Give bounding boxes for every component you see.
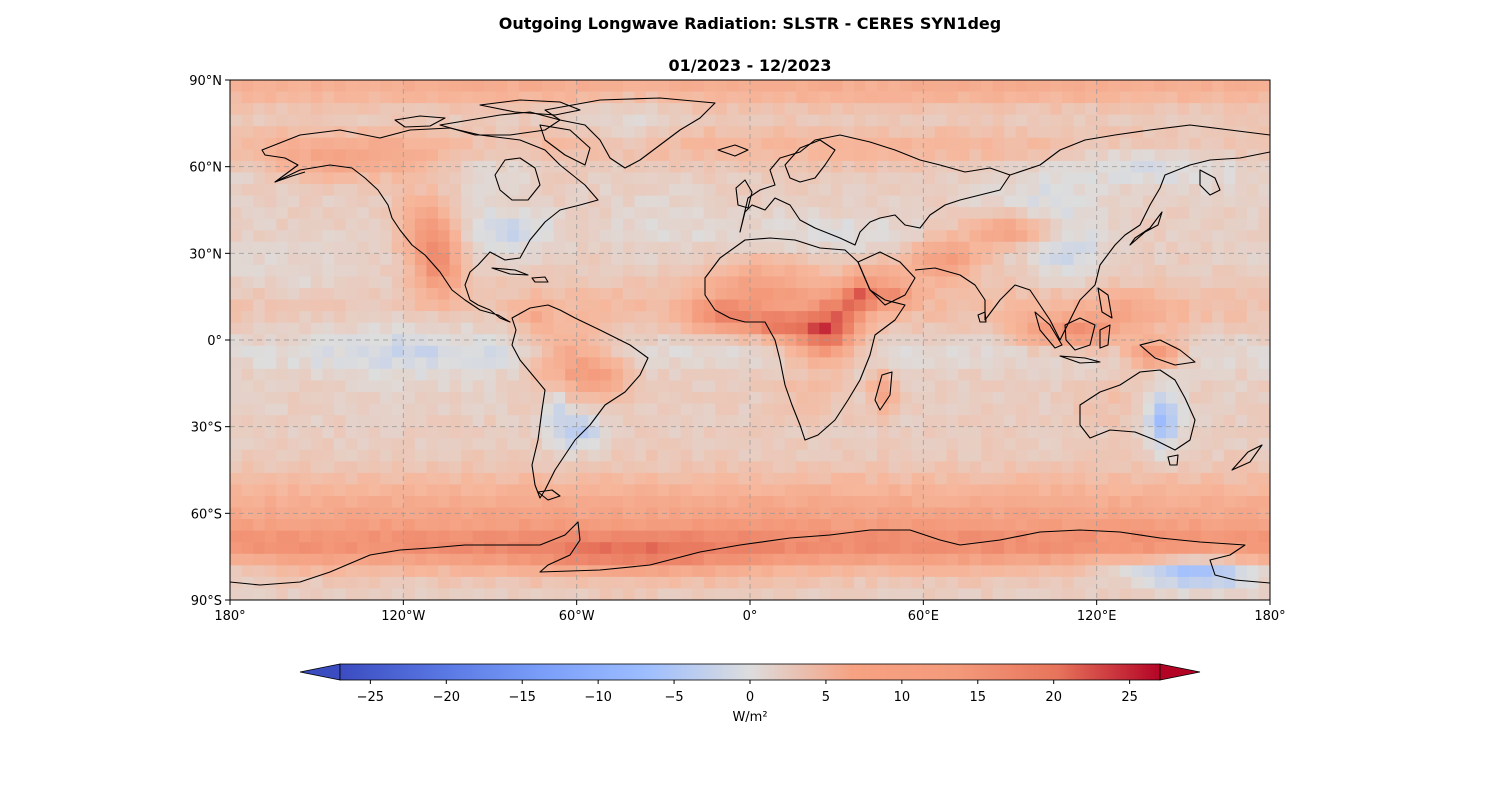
coast-greenland	[544, 97, 716, 169]
lat-tick-label: 30°N	[189, 247, 222, 262]
lat-tick-label: 30°S	[191, 421, 222, 436]
colorbar: −25 −20 −15 −10 −5 0 5 10 15 20 25 W/m²	[299, 663, 1201, 725]
colorbar-tick-label: −5	[664, 690, 683, 705]
coast-north-america	[261, 127, 599, 323]
colorbar-tick-label: 20	[1045, 690, 1062, 705]
gridlines	[230, 80, 1270, 600]
lon-tick-label: 0°	[743, 609, 758, 624]
coast-new-zealand	[1231, 444, 1263, 471]
coast-java	[1059, 355, 1101, 364]
coast-britain	[735, 179, 753, 209]
coast-sumatra	[1034, 311, 1063, 349]
colorbar-extend-high	[1159, 663, 1201, 681]
coast-south-america	[511, 304, 649, 499]
coast-scandinavia	[784, 139, 836, 183]
coast-asia-north	[1009, 124, 1270, 176]
coast-africa	[704, 237, 906, 441]
coast-arabia	[857, 251, 916, 306]
lon-tick-label: 180°	[214, 609, 245, 624]
coast-hispaniola	[531, 276, 549, 283]
lat-tick-label: 0°	[207, 334, 222, 349]
lat-tick-label: 90°S	[191, 594, 222, 609]
colorbar-tick-label: 5	[822, 690, 830, 705]
coast-new-guinea	[1139, 339, 1196, 366]
coast-tasmania	[1167, 454, 1179, 466]
lat-tick-label: 60°S	[191, 507, 222, 522]
coast-sulawesi	[1099, 324, 1111, 349]
colorbar-tick-label: 10	[894, 690, 911, 705]
lon-tick-label: 120°E	[1077, 609, 1117, 624]
colorbar-tick-label: −20	[433, 690, 460, 705]
colorbar-tick-label: −15	[509, 690, 536, 705]
coast-cuba	[491, 267, 529, 276]
colorbar-label: W/m²	[732, 710, 767, 725]
axis-ticks: 180° 120°W 60°W 0° 60°E 120°E 180° 90°N 60°N 30°N…	[189, 74, 1285, 624]
coast-alaska-peninsula	[274, 171, 306, 183]
heatmap-field	[230, 80, 1270, 600]
colorbar-ticks: −25 −20 −15 −10 −5 0 5 10 15 20 25	[357, 680, 1138, 705]
chart-title: Outgoing Longwave Radiation: SLSTR - CER…	[498, 14, 1002, 33]
coast-antarctica	[230, 521, 1270, 586]
colorbar-tick-label: 25	[1121, 690, 1138, 705]
colorbar-tick-label: −25	[357, 690, 384, 705]
coast-asia-south	[914, 151, 1270, 341]
coastlines	[230, 97, 1270, 586]
coast-tierra-del-fuego	[537, 489, 561, 501]
coast-kamchatka	[1199, 169, 1221, 196]
coast-arctic-islands-3	[394, 115, 446, 128]
coast-hudson-bay	[494, 157, 541, 201]
coast-europe	[739, 134, 1011, 246]
coast-baffin	[539, 124, 591, 166]
lon-tick-label: 60°W	[559, 609, 595, 624]
coast-japan	[1129, 211, 1163, 246]
lon-tick-label: 180°	[1254, 609, 1285, 624]
chart-subtitle: 01/2023 - 12/2023	[668, 56, 832, 75]
lat-tick-label: 60°N	[189, 161, 222, 176]
lon-tick-label: 60°E	[908, 609, 939, 624]
lon-tick-label: 120°W	[381, 609, 425, 624]
colorbar-tick-label: 15	[970, 690, 987, 705]
map-panel: 180° 120°W 60°W 0° 60°E 120°E 180° 90°N 60°N 30°N…	[189, 74, 1285, 624]
coast-iceland	[717, 144, 749, 157]
coast-australia	[1079, 369, 1196, 451]
coast-philippines	[1097, 287, 1113, 319]
colorbar-tick-label: 0	[746, 690, 754, 705]
colorbar-body	[339, 663, 1161, 681]
coast-madagascar	[874, 371, 893, 411]
lat-tick-label: 90°N	[189, 74, 222, 89]
coast-borneo	[1064, 317, 1096, 351]
coast-arctic-islands-2	[479, 99, 581, 116]
colorbar-tick-label: −10	[584, 690, 611, 705]
colorbar-extend-low	[299, 663, 341, 681]
coast-sri-lanka	[977, 311, 987, 323]
